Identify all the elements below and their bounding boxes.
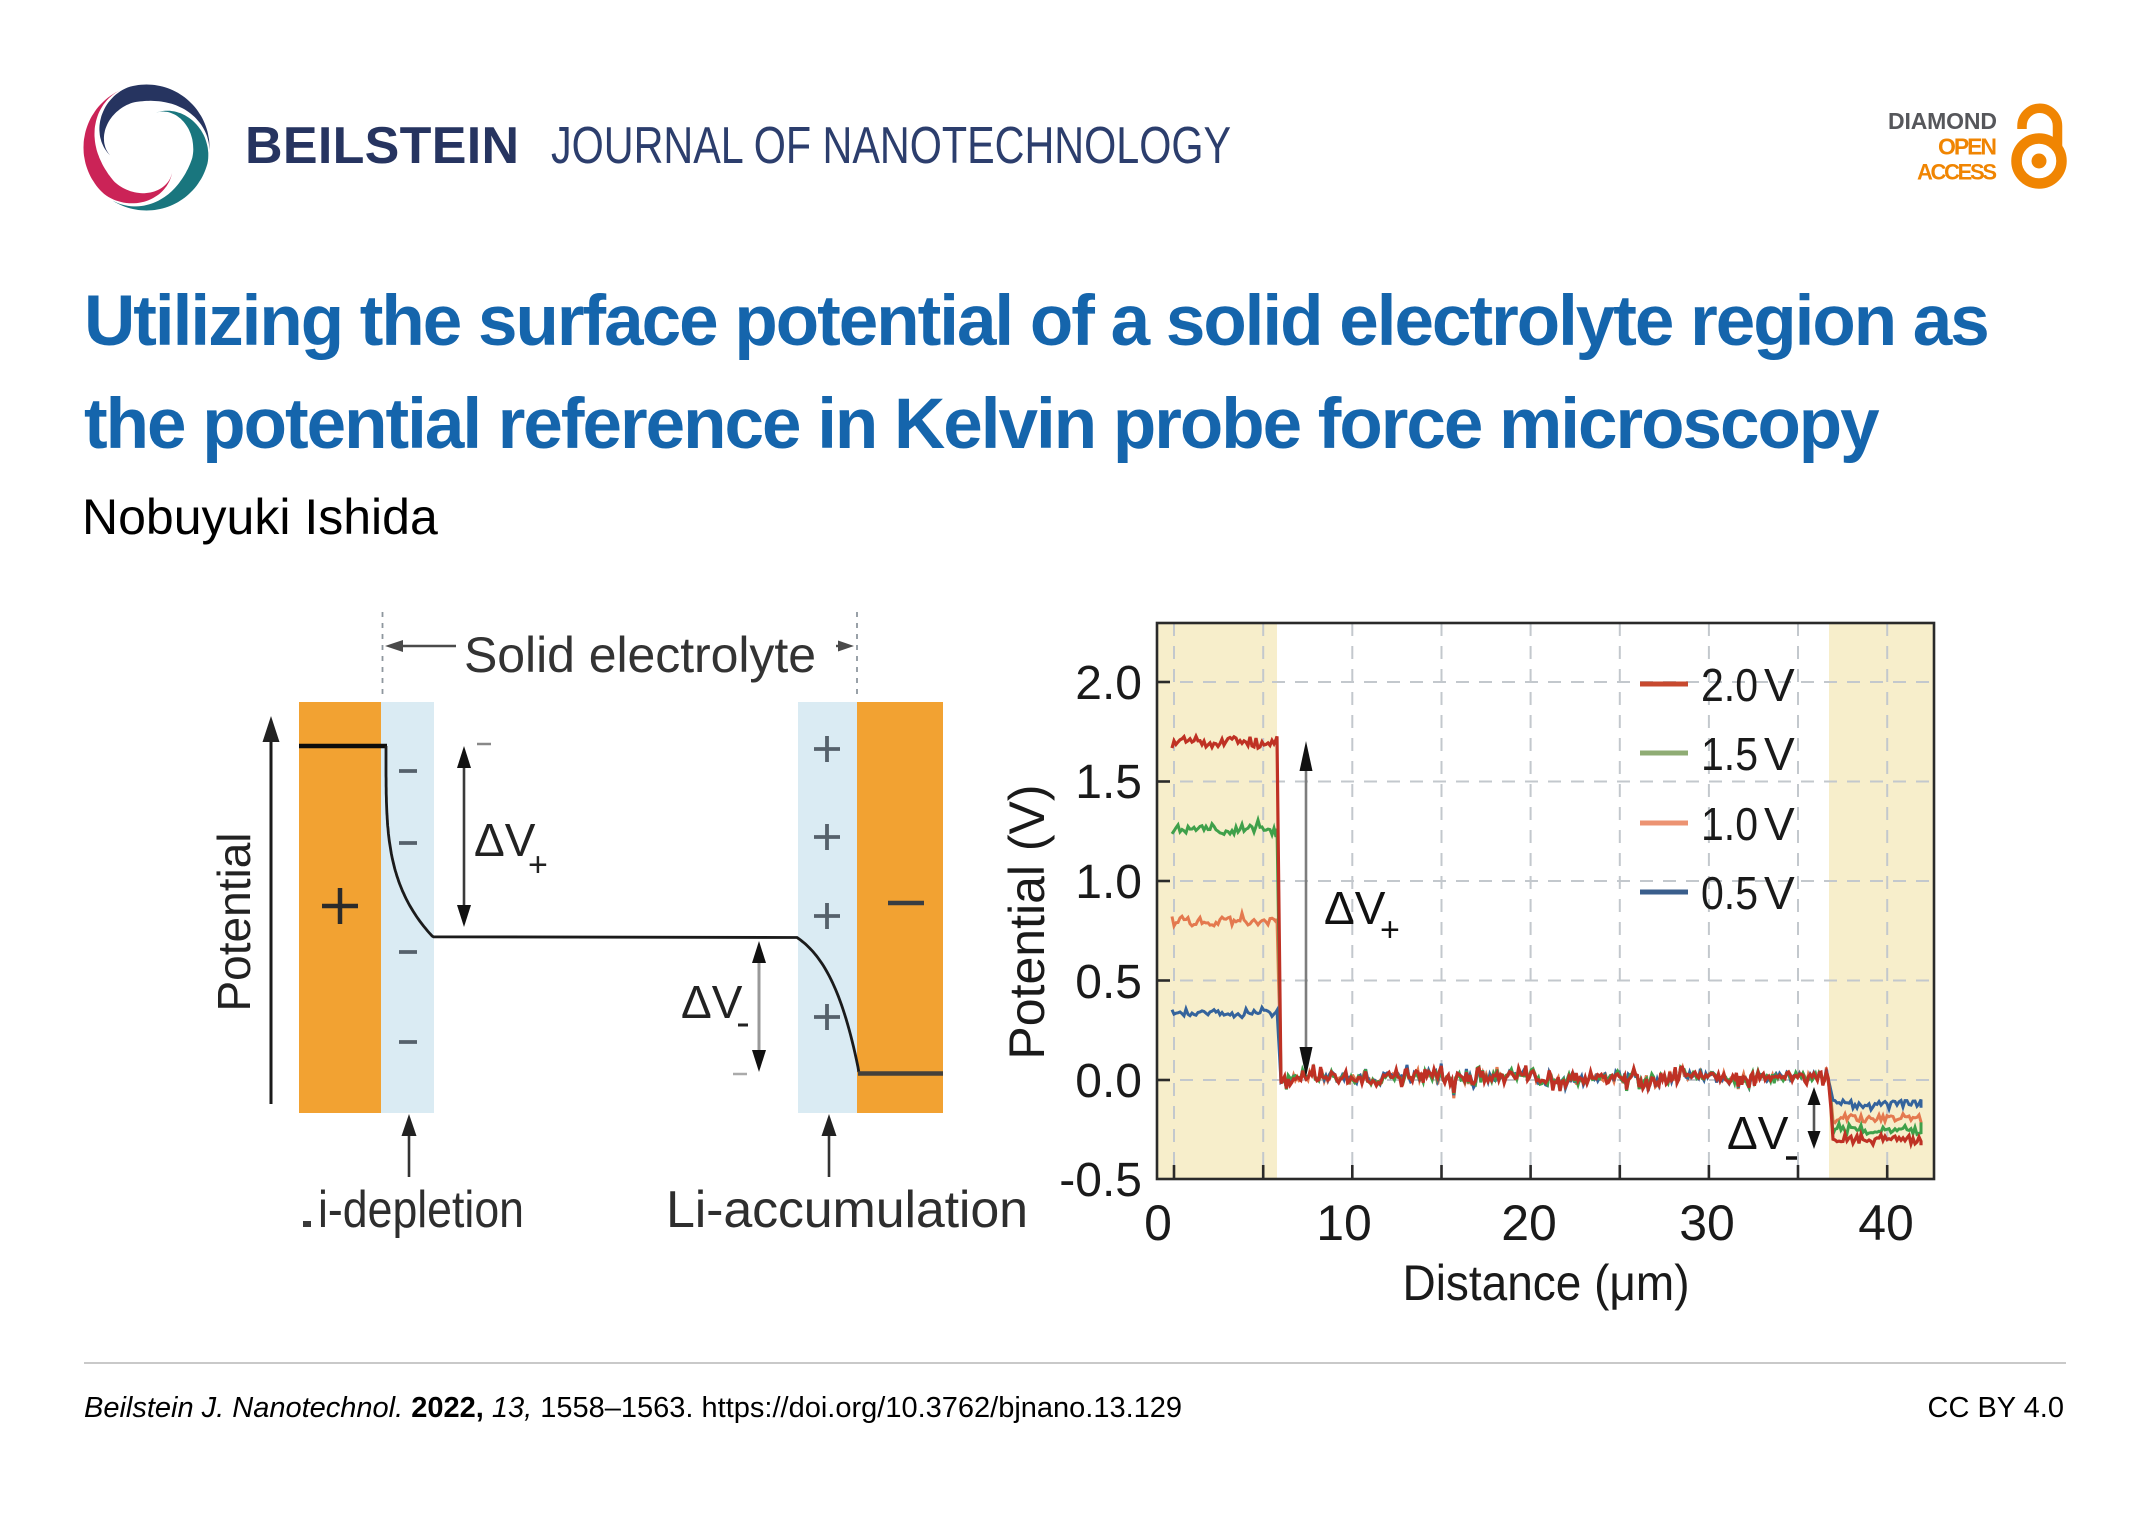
svg-text:ΔV: ΔV: [681, 976, 743, 1028]
svg-text:ACCESS: ACCESS: [1917, 160, 1997, 185]
svg-text:0.0: 0.0: [1075, 1055, 1142, 1108]
svg-text:0.5: 0.5: [1701, 867, 1758, 919]
svg-text:V: V: [1764, 659, 1795, 711]
svg-text:1.0: 1.0: [1075, 856, 1142, 909]
svg-text:30: 30: [1679, 1195, 1735, 1251]
svg-text:i-depletion: i-depletion: [318, 1181, 524, 1239]
svg-text:ΔV: ΔV: [1324, 882, 1386, 934]
svg-text:ΔV: ΔV: [474, 814, 536, 866]
svg-text:0.5: 0.5: [1075, 956, 1142, 1009]
svg-text:V: V: [1764, 867, 1795, 919]
svg-text:0: 0: [1144, 1195, 1172, 1251]
svg-text:-0.5: -0.5: [1059, 1154, 1142, 1207]
svg-text:Distance (μm): Distance (μm): [1403, 1255, 1690, 1311]
svg-text:V: V: [1764, 728, 1795, 780]
svg-text:Potential (V): Potential (V): [999, 784, 1055, 1059]
svg-text:OPEN: OPEN: [1938, 134, 1997, 160]
svg-text:Li-accumulation: Li-accumulation: [666, 1181, 1028, 1239]
svg-text:40: 40: [1858, 1195, 1914, 1251]
svg-text:BEILSTEIN: BEILSTEIN: [245, 117, 519, 175]
svg-text:1.5: 1.5: [1701, 728, 1758, 780]
svg-text:+: +: [528, 846, 548, 884]
svg-text:JOURNAL OF NANOTECHNOLOGY: JOURNAL OF NANOTECHNOLOGY: [551, 117, 1231, 175]
svg-text:V: V: [1764, 798, 1795, 850]
svg-text:Solid electrolyte: Solid electrolyte: [464, 627, 816, 683]
svg-text:ΔV: ΔV: [1727, 1107, 1789, 1159]
svg-text:2.0: 2.0: [1075, 657, 1142, 710]
svg-text:20: 20: [1501, 1195, 1557, 1251]
svg-text:Potential: Potential: [208, 832, 260, 1011]
svg-text:2.0: 2.0: [1701, 659, 1758, 711]
svg-text:1.0: 1.0: [1701, 798, 1758, 850]
svg-text:DIAMOND: DIAMOND: [1888, 108, 1997, 134]
svg-text:1.5: 1.5: [1075, 756, 1142, 809]
svg-text:+: +: [1380, 911, 1400, 949]
svg-text:10: 10: [1316, 1195, 1372, 1251]
